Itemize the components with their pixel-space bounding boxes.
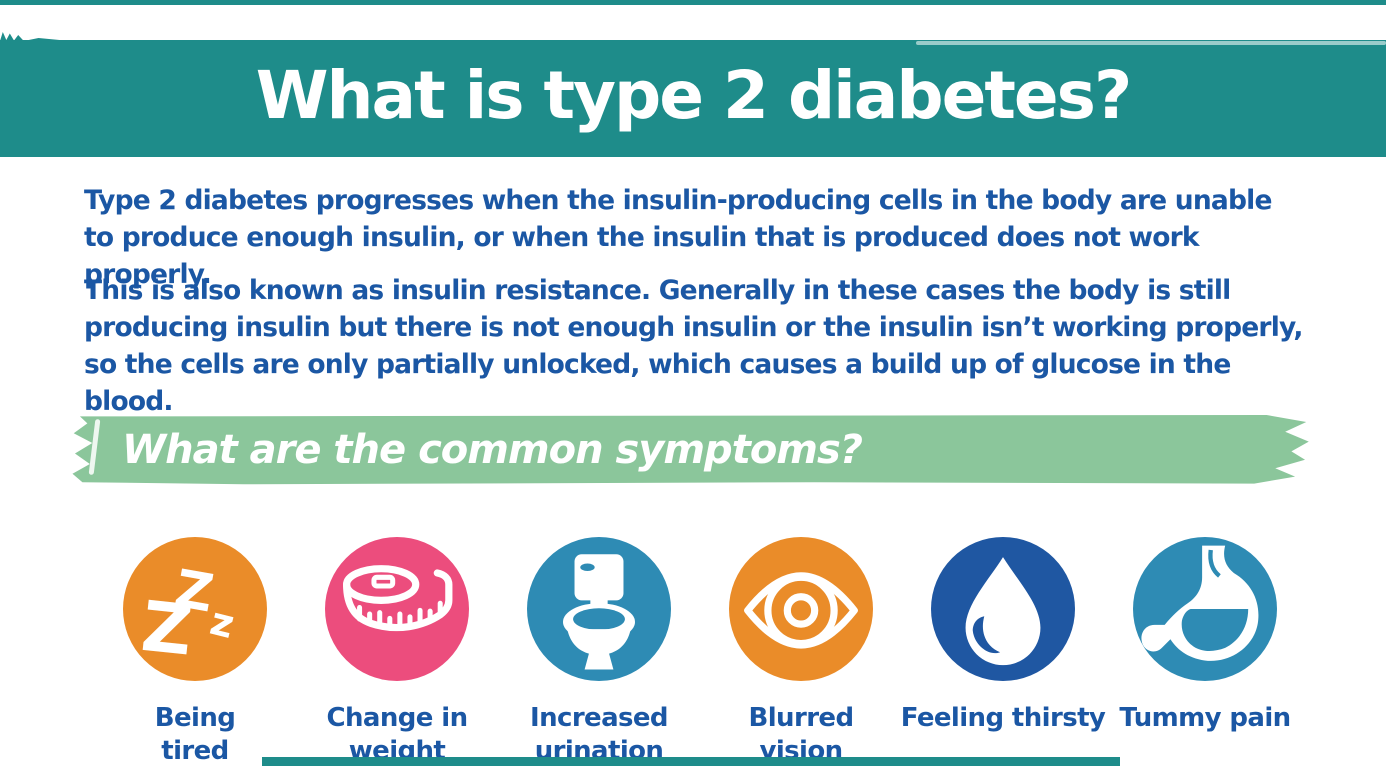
symptom-circle [527,537,671,681]
intro-paragraph-1: Type 2 diabetes progresses when the insu… [84,185,1272,290]
symptoms-row: Z Z z Being tired [0,537,1386,768]
symptoms-heading: What are the common symptoms? [122,427,863,473]
header-banner: What is type 2 diabetes? [0,40,1386,157]
symptom-circle [729,537,873,681]
symptom-label: Tummy pain [1119,703,1291,733]
symptom-label: Feeling thirsty [900,703,1106,733]
eye-icon [744,572,858,649]
toilet-icon [563,554,635,670]
sleep-zzz-icon: Z Z z [138,559,239,672]
symptom-item-being-tired: Z Z z Being tired [95,537,295,768]
symptom-circle [931,537,1075,681]
symptom-item-increased-urination: Increased urination [499,537,699,768]
water-drop-icon [965,557,1041,666]
symptom-item-tummy-pain: Tummy pain [1105,537,1305,768]
symptom-item-blurred-vision: Blurred vision [701,537,901,768]
symptom-circle [1133,537,1277,681]
stomach-icon [1141,545,1259,661]
top-edge-strip [0,0,1386,5]
symptoms-banner: What are the common symptoms? [72,415,1309,485]
symptom-circle: Z Z z [123,537,267,681]
intro-paragraph-2: This is also known as insulin resistance… [84,275,1303,417]
symptom-item-feeling-thirsty: Feeling thirsty [901,537,1106,768]
measuring-tape-icon [342,565,453,632]
bottom-banner-edge [262,757,1120,766]
page-title: What is type 2 diabetes? [255,56,1132,134]
symptom-item-change-in-weight: Change in weight [297,537,497,768]
svg-text:Z: Z [138,587,196,672]
symptom-circle [325,537,469,681]
symptom-label: Being tired [154,703,236,766]
